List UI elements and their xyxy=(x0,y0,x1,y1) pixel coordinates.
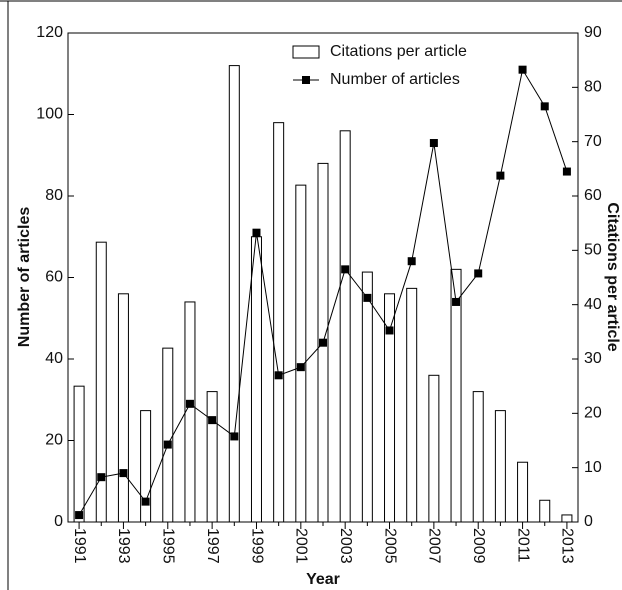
bar xyxy=(206,391,218,523)
legend-marker xyxy=(302,76,310,84)
y2-tick-label: 40 xyxy=(584,296,602,313)
marker xyxy=(274,371,283,380)
marker xyxy=(540,102,549,111)
bar xyxy=(162,347,174,523)
marker xyxy=(230,432,239,441)
bar xyxy=(539,499,551,523)
legend-label: Number of articles xyxy=(330,71,460,88)
x-tick-label: 1991 xyxy=(71,528,88,564)
marker xyxy=(319,338,327,347)
marker xyxy=(407,257,416,266)
y-tick-label: 40 xyxy=(45,350,63,367)
y2-tick-label: 10 xyxy=(584,459,602,476)
bar xyxy=(494,410,506,523)
bar xyxy=(450,268,462,523)
x-tick-label: 2007 xyxy=(426,528,443,564)
bar xyxy=(117,293,129,523)
marker xyxy=(141,497,150,506)
y2-tick-label: 70 xyxy=(584,133,602,150)
y2-axis-title: Citations per article xyxy=(604,202,621,351)
marker xyxy=(185,399,194,408)
bar xyxy=(472,391,484,523)
x-tick-label: 1997 xyxy=(204,528,221,564)
y-tick-label: 20 xyxy=(45,432,63,449)
x-tick-label: 2001 xyxy=(293,528,310,564)
bar xyxy=(295,184,307,523)
marker xyxy=(385,326,394,335)
x-tick-label: 1999 xyxy=(248,528,265,564)
x-tick-label: 2009 xyxy=(470,528,487,564)
y2-tick-label: 90 xyxy=(584,24,602,41)
y-tick-label: 0 xyxy=(54,513,63,530)
bar xyxy=(361,271,373,523)
marker xyxy=(452,297,461,306)
plot-frame xyxy=(67,32,579,523)
marker xyxy=(97,473,106,482)
bar xyxy=(561,514,573,523)
y2-tick-label: 80 xyxy=(584,79,602,96)
marker xyxy=(562,167,571,176)
bar xyxy=(228,65,240,523)
y-tick-label: 120 xyxy=(36,24,63,41)
bar xyxy=(406,287,418,523)
marker xyxy=(163,440,172,449)
marker xyxy=(474,269,483,278)
marker xyxy=(252,228,261,237)
legend-swatch xyxy=(292,45,320,59)
y-tick-label: 60 xyxy=(45,269,63,286)
marker xyxy=(518,65,527,74)
marker xyxy=(75,511,84,520)
marker xyxy=(496,171,505,180)
x-tick-label: 1993 xyxy=(115,528,132,564)
marker xyxy=(429,139,438,148)
y2-tick-label: 50 xyxy=(584,242,602,259)
y-axis-title: Number of articles xyxy=(16,207,33,348)
bar xyxy=(517,461,529,523)
y-tick-label: 80 xyxy=(45,187,63,204)
bar xyxy=(250,236,262,523)
marker xyxy=(119,469,128,478)
marker xyxy=(208,416,217,425)
bar xyxy=(273,122,285,523)
y2-tick-label: 30 xyxy=(584,350,602,367)
bar xyxy=(73,385,85,523)
y-tick-label: 100 xyxy=(36,106,63,123)
legend-label: Citations per article xyxy=(330,43,467,60)
x-tick-label: 2005 xyxy=(381,528,398,564)
x-tick-label: 2003 xyxy=(337,528,354,564)
x-axis-title: Year xyxy=(306,571,340,588)
marker xyxy=(296,363,305,372)
bar xyxy=(184,301,196,523)
x-tick-label: 2011 xyxy=(514,528,531,563)
y2-tick-label: 60 xyxy=(584,187,602,204)
x-tick-label: 1995 xyxy=(160,528,177,564)
x-tick-label: 2013 xyxy=(559,528,576,564)
y2-tick-label: 0 xyxy=(584,513,593,530)
y2-tick-label: 20 xyxy=(584,405,602,422)
marker xyxy=(363,293,372,302)
marker xyxy=(341,265,350,274)
bar xyxy=(339,130,351,523)
bar xyxy=(428,374,440,523)
